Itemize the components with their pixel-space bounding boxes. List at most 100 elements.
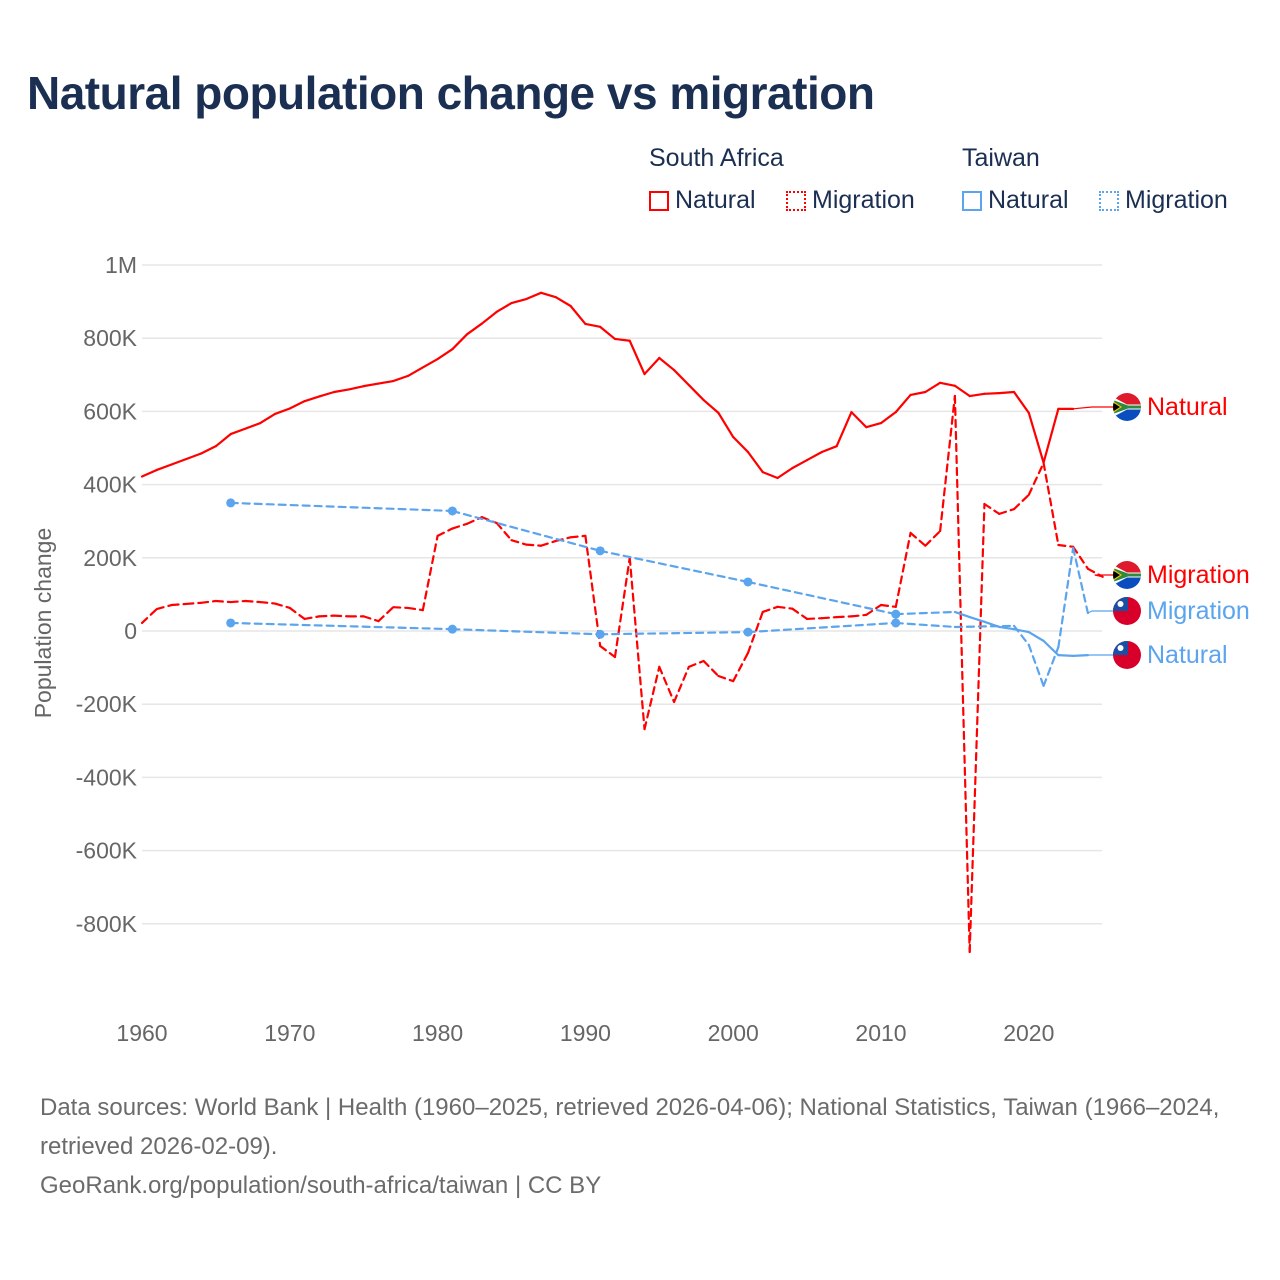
line-segment — [761, 471, 779, 480]
line-segment — [687, 659, 705, 668]
line-segment — [362, 615, 380, 623]
line-segment — [939, 381, 957, 387]
line-segment — [894, 531, 912, 608]
line-segment — [229, 599, 247, 604]
line-segment — [362, 382, 380, 388]
south-africa-flag-icon — [1113, 393, 1141, 421]
series-taiwan-natural — [226, 498, 1090, 657]
line-segment — [850, 411, 868, 429]
line-segment — [406, 366, 424, 377]
line-segment — [436, 348, 454, 361]
data-point — [226, 498, 236, 508]
series-south-africa-migration — [140, 394, 1104, 954]
line-segment — [820, 615, 838, 620]
line-segment — [628, 556, 646, 731]
line-segment — [525, 291, 543, 301]
legend-item-taiwan-natural[interactable]: Natural — [962, 186, 1069, 215]
line-segment — [658, 665, 676, 704]
line-segment — [333, 614, 351, 618]
data-point — [595, 629, 605, 639]
y-tick-label: -600K — [76, 838, 138, 864]
line-segment — [318, 614, 336, 618]
line-segment — [451, 509, 602, 552]
line-segment — [791, 607, 809, 621]
line-segment — [968, 502, 986, 954]
line-segment — [229, 501, 454, 513]
line-segment — [1042, 646, 1060, 688]
line-segment — [273, 602, 291, 610]
line-segment — [746, 621, 897, 634]
line-segment — [185, 601, 203, 606]
line-segment — [702, 398, 720, 414]
x-tick-label: 2010 — [855, 1020, 906, 1046]
line-segment — [1027, 461, 1045, 496]
line-segment — [1042, 407, 1060, 464]
y-tick-label: 600K — [83, 398, 137, 424]
line-segment — [200, 445, 217, 455]
line-segment — [185, 452, 203, 461]
legend-item-taiwan-migration[interactable]: Migration — [1099, 186, 1228, 215]
line-segment — [983, 502, 1001, 515]
line-segment — [170, 457, 188, 466]
line-segment — [687, 383, 705, 402]
line-segment — [259, 412, 277, 425]
line-segment — [1072, 546, 1090, 615]
y-tick-label: -200K — [76, 691, 138, 717]
data-point — [891, 618, 901, 628]
line-segment — [599, 325, 617, 341]
line-segment — [1027, 411, 1045, 464]
line-segment — [170, 602, 188, 607]
line-segment — [466, 322, 484, 336]
line-segment — [1012, 624, 1030, 647]
legend-swatch-dotted — [1099, 190, 1119, 211]
line-segment — [421, 534, 439, 612]
end-label: Natural — [1147, 641, 1228, 669]
line-segment — [1027, 643, 1045, 688]
legend-swatch-dotted — [786, 190, 806, 211]
legend-label: Natural — [675, 186, 756, 214]
line-segment — [406, 606, 424, 612]
line-segment — [953, 384, 971, 398]
credit-link[interactable]: GeoRank.org/population/south-africa/taiw… — [40, 1172, 602, 1199]
line-segment — [746, 610, 764, 655]
line-segment — [1012, 390, 1030, 414]
line-segment — [820, 445, 838, 454]
chart-title: Natural population change vs migration — [27, 67, 875, 119]
y-tick-label: 800K — [83, 325, 137, 351]
line-segment — [894, 610, 957, 616]
line-segment — [155, 463, 173, 472]
y-tick-label: -400K — [76, 764, 138, 790]
data-point — [743, 577, 753, 587]
line-segment — [879, 603, 897, 608]
legend-country-taiwan: Taiwan — [962, 144, 1040, 172]
legend-item-south-africa-natural[interactable]: Natural — [649, 186, 756, 215]
line-segment — [525, 543, 543, 547]
legend-label: Migration — [1125, 186, 1228, 214]
data-point — [595, 546, 605, 556]
line-segment — [805, 617, 823, 621]
line-segment — [998, 390, 1016, 395]
line-segment — [791, 458, 809, 470]
line-segment — [244, 599, 262, 604]
line-segment — [288, 400, 306, 410]
line-segment — [510, 539, 528, 546]
line-segment — [909, 390, 927, 397]
data-sources: Data sources: World Bank | Health (1960–… — [40, 1094, 1220, 1160]
line-segment — [377, 379, 395, 385]
series-taiwan-migration — [226, 546, 1090, 688]
line-segment — [643, 665, 661, 731]
line-segment — [569, 534, 587, 539]
y-tick-label: 0 — [124, 618, 137, 644]
line-segment — [865, 422, 883, 429]
line-segment — [155, 603, 173, 611]
y-axis-label: Population change — [30, 528, 56, 719]
line-segment — [835, 615, 853, 619]
line-segment — [214, 432, 232, 448]
line-segment — [392, 374, 410, 383]
line-segment — [244, 422, 262, 430]
line-segment — [732, 651, 750, 683]
taiwan-flag-icon — [1113, 641, 1141, 669]
legend-country-south-africa: South Africa — [649, 144, 784, 172]
legend-item-south-africa-migration[interactable]: Migration — [786, 186, 915, 215]
